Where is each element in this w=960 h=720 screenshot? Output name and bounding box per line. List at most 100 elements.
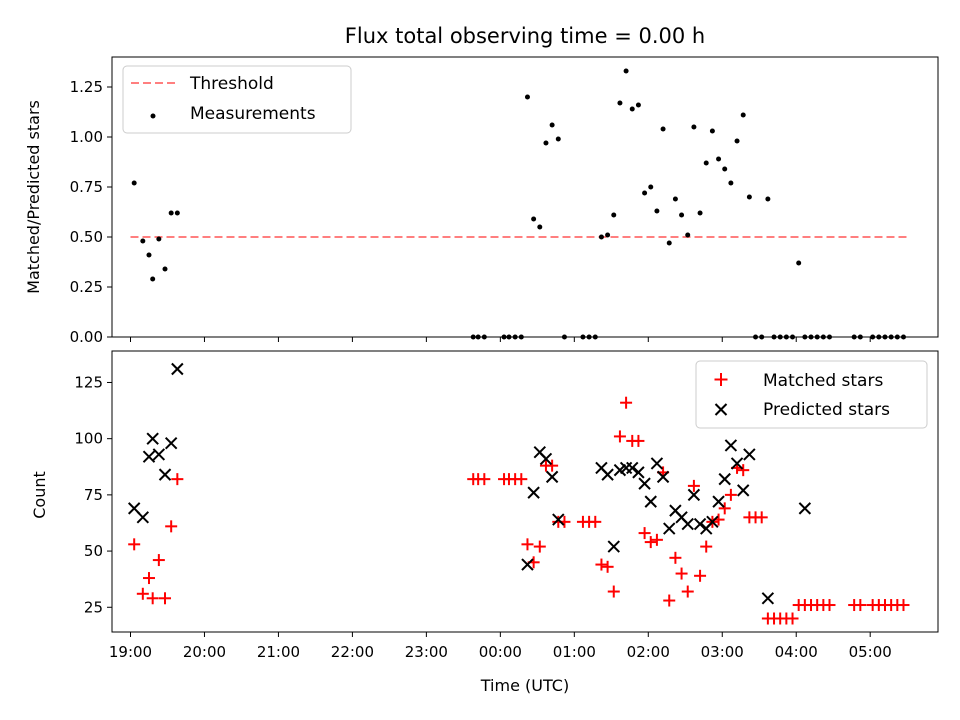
bottom-legend-box bbox=[695, 360, 928, 429]
measurement-point bbox=[150, 276, 156, 282]
top-y-tick-label: 0.75 bbox=[70, 178, 103, 196]
matched-star-marker bbox=[675, 567, 688, 580]
x-tick-label: 05:00 bbox=[849, 643, 892, 661]
predicted-star-marker bbox=[545, 470, 559, 484]
predicted-star-marker bbox=[663, 522, 676, 535]
predicted-star-marker bbox=[552, 513, 565, 526]
predicted-star-marker bbox=[693, 517, 707, 531]
predicted-star-marker bbox=[171, 362, 184, 376]
matched-star-marker bbox=[533, 540, 546, 553]
x-tick-label: 23:00 bbox=[405, 643, 448, 661]
matched-star-marker bbox=[786, 612, 799, 625]
matched-star-marker bbox=[515, 473, 528, 486]
measurement-point bbox=[168, 210, 174, 216]
measurement-point bbox=[709, 128, 715, 134]
predicted-star-marker bbox=[706, 515, 719, 529]
measurement-point bbox=[174, 210, 180, 216]
measurement-point bbox=[746, 194, 752, 200]
predicted-star-marker bbox=[521, 558, 534, 571]
matched-star-marker bbox=[638, 527, 651, 540]
measurement-point bbox=[648, 184, 654, 190]
x-tick-label: 04:00 bbox=[775, 643, 818, 661]
x-tick-label: 21:00 bbox=[257, 643, 300, 661]
predicted-star-marker bbox=[142, 450, 156, 463]
matched-star-marker bbox=[632, 434, 645, 447]
predicted-star-marker bbox=[644, 495, 657, 508]
x-tick-label: 19:00 bbox=[109, 643, 152, 661]
matched-star-marker bbox=[546, 459, 559, 472]
measurement-point bbox=[531, 216, 537, 222]
predicted-star-marker bbox=[730, 457, 744, 470]
measurement-point bbox=[605, 232, 611, 238]
chart-title: Flux total observing time = 0.00 h bbox=[345, 24, 705, 48]
predicted-star-marker bbox=[656, 470, 670, 484]
matched-star-marker bbox=[687, 479, 700, 492]
matched-star-marker bbox=[589, 515, 602, 528]
bottom-x-ticks: 19:00 20:00 21:00 22:00 23:00 00:00 01:00 02:00… bbox=[109, 632, 892, 661]
x-tick-label: 01:00 bbox=[553, 643, 596, 661]
top-y-tick-label: 0.00 bbox=[70, 328, 103, 346]
legend-threshold-label: Threshold bbox=[189, 74, 274, 94]
measurement-point bbox=[598, 234, 604, 240]
measurement-point bbox=[722, 166, 728, 172]
measurement-point bbox=[555, 136, 561, 142]
top-legend: Threshold Measurements bbox=[122, 65, 352, 134]
measurement-point bbox=[672, 196, 678, 202]
measurement-point bbox=[679, 212, 685, 218]
matched-stars-points bbox=[128, 396, 910, 625]
predicted-star-marker bbox=[152, 448, 166, 461]
matched-star-marker bbox=[595, 558, 608, 571]
bottom-y-tick-label: 125 bbox=[74, 373, 103, 391]
matched-star-marker bbox=[152, 554, 165, 567]
x-tick-label: 03:00 bbox=[701, 643, 744, 661]
measurement-point bbox=[140, 238, 146, 244]
top-y-ticks: 0.00 0.25 0.50 0.75 1.00 1.25 bbox=[70, 78, 112, 346]
top-x-ticks bbox=[129, 337, 871, 342]
legend-predicted-label: Predicted stars bbox=[763, 400, 890, 420]
top-legend-box bbox=[122, 65, 352, 134]
legend-measurements-label: Measurements bbox=[190, 104, 316, 124]
predicted-star-marker bbox=[681, 517, 694, 531]
predicted-star-marker bbox=[718, 472, 731, 486]
bottom-panel: 25 50 75 100 125 19:00 20:00 21:00 22:00 23:00 00… bbox=[30, 350, 939, 695]
measurement-point bbox=[660, 126, 666, 132]
measurement-point bbox=[611, 212, 617, 218]
measurement-point bbox=[796, 260, 802, 266]
matched-star-marker bbox=[521, 538, 534, 551]
matched-star-marker bbox=[718, 502, 731, 515]
measurement-point bbox=[537, 224, 543, 230]
legend-predicted-swatch bbox=[714, 403, 728, 416]
top-y-tick-label: 1.00 bbox=[70, 128, 103, 146]
top-y-axis-label: Matched/Predicted stars bbox=[24, 100, 43, 294]
matched-star-marker bbox=[613, 430, 626, 443]
predicted-star-marker bbox=[539, 452, 553, 466]
matched-star-marker bbox=[694, 569, 707, 582]
x-tick-label: 20:00 bbox=[183, 643, 226, 661]
x-tick-label: 02:00 bbox=[627, 643, 670, 661]
matched-star-marker bbox=[142, 572, 155, 585]
measurement-points bbox=[131, 68, 906, 340]
measurement-point bbox=[623, 68, 629, 74]
matched-star-marker bbox=[737, 464, 750, 477]
predicted-star-marker bbox=[136, 511, 150, 524]
predicted-star-marker bbox=[712, 495, 725, 508]
matched-star-marker bbox=[620, 396, 633, 409]
matched-star-marker bbox=[159, 592, 172, 605]
predicted-star-marker bbox=[632, 466, 645, 479]
top-y-tick-label: 1.25 bbox=[70, 78, 103, 96]
bottom-y-axis-label: Count bbox=[30, 471, 49, 519]
matched-star-marker bbox=[755, 511, 768, 524]
measurement-point bbox=[666, 240, 672, 246]
measurement-point bbox=[697, 210, 703, 216]
matched-star-marker bbox=[607, 585, 620, 598]
matched-star-marker bbox=[601, 560, 614, 573]
predicted-star-marker bbox=[687, 488, 701, 502]
matched-star-marker bbox=[669, 551, 682, 564]
predicted-star-marker bbox=[607, 540, 620, 553]
measurement-point bbox=[654, 208, 660, 214]
matched-star-marker bbox=[128, 538, 141, 551]
predicted-star-marker bbox=[601, 468, 614, 481]
measurement-point bbox=[156, 236, 162, 242]
predicted-star-marker bbox=[146, 432, 159, 445]
